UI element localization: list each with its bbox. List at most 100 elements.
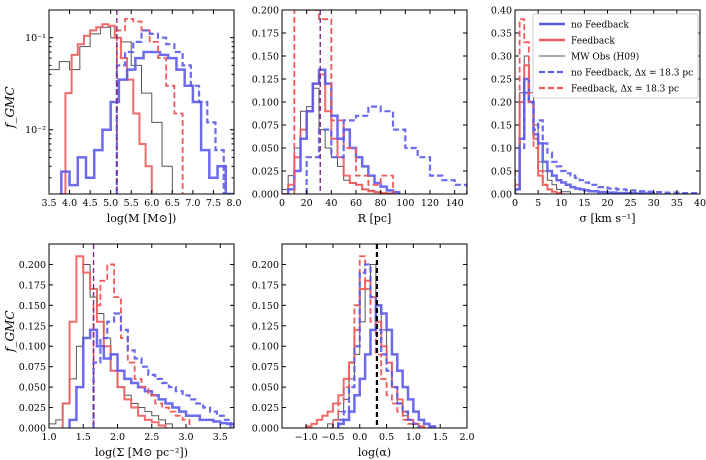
axes-frame: [281, 9, 468, 195]
x-tick-label: 1.5: [76, 432, 91, 443]
panel-virial: −1.0 −0.5 0.0 0.5 1.0 1.5 2.0 0.000 0.025 0.050 0.…: [252, 243, 475, 459]
x-tick-label: 40: [325, 198, 337, 209]
plot-area: [49, 244, 234, 428]
y-tick-label: 0.125: [252, 75, 279, 86]
y-tick-label: 0.00: [491, 190, 512, 201]
panel-mass: 3.5 4.0 4.5 5.0 5.5 6.0 6.5 7.0 7.5 8.0 10⁻² 10⁻¹ lo…: [25, 9, 242, 225]
legend-box: [532, 13, 699, 99]
y-tick-label: 0.05: [491, 167, 512, 178]
x-tick-label: 4.0: [62, 198, 77, 209]
x-axis-label: log(α): [358, 446, 391, 459]
x-tick-label: 1.0: [41, 432, 56, 443]
x-tick-label: 30: [648, 198, 660, 209]
x-tick-label: 35: [671, 198, 683, 209]
x-tick-label: 5.0: [103, 198, 118, 209]
y-tick-label: 0.050: [19, 383, 46, 394]
x-tick-label: 5.5: [124, 198, 139, 209]
y-tick-label: 0.125: [19, 321, 46, 332]
y-tick-label: 0.025: [19, 403, 46, 414]
series-feedback: [305, 279, 426, 428]
panels: 3.5 4.0 4.5 5.0 5.5 6.0 6.5 7.0 7.5 8.0 10⁻² 10⁻¹ lo…: [19, 6, 706, 460]
legend-label: no Feedback: [571, 21, 629, 31]
x-tick-label: 3.0: [178, 432, 193, 443]
y-tick-label: 0.075: [252, 362, 279, 373]
plot-area: [515, 18, 700, 194]
y-tick-label: 0.150: [19, 301, 46, 312]
x-tick-label: 7.5: [206, 198, 221, 209]
x-tick-label: 2.0: [110, 432, 125, 443]
axes-frame: [281, 243, 468, 429]
panel-radius: 0 20 40 60 80 100 120 140 0.000 0.025 0.050 0.075 0.…: [252, 6, 468, 225]
x-axis-label: log(Σ [M⊙ pc⁻²]): [95, 446, 188, 459]
x-tick-label: 1.0: [406, 432, 421, 443]
legend-label: MW Obs (H09): [571, 52, 639, 63]
x-tick-label: 5: [535, 198, 541, 209]
y-tick-label: 0.15: [491, 121, 512, 132]
y-tick-label: 0.200: [19, 260, 46, 271]
x-tick-label: 20: [601, 198, 613, 209]
x-axis-label: R [pc]: [358, 212, 392, 225]
x-tick-label: −0.5: [321, 432, 344, 443]
x-axis-label: σ [km s⁻¹]: [579, 212, 635, 225]
x-tick-label: 2.0: [459, 432, 474, 443]
y-tick-label: 0.10: [491, 144, 512, 155]
y-tick-label: 0.125: [252, 321, 279, 332]
panel-surface-density: 1.0 1.5 2.0 2.5 3.0 3.5 0.000 0.025 0.050 0.075 0.…: [19, 243, 235, 459]
series-no-feedback-x-18-3-pc: [515, 91, 700, 194]
axes-frame: [48, 243, 235, 429]
x-tick-label: 20: [301, 198, 313, 209]
x-tick-label: 3.5: [41, 198, 56, 209]
y-tick-label: 0.025: [252, 167, 279, 178]
plot-area: [305, 244, 437, 428]
plot-area: [282, 10, 467, 194]
series-no-feedback: [60, 50, 234, 194]
series-mw-obs-h09-: [49, 26, 173, 194]
y-tick-label: 0.30: [491, 52, 512, 63]
series-no-feedback-x-18-3-pc: [337, 263, 420, 428]
y-tick-label: 0.25: [491, 75, 512, 86]
series-feedback-x-18-3-pc: [92, 263, 191, 428]
y-tick-label: 0.100: [252, 98, 279, 109]
y-tick-label: 0.200: [252, 6, 279, 17]
y-tick-label: 0.100: [19, 342, 46, 353]
y-tick-label: 10⁻¹: [25, 33, 46, 44]
series-no-feedback-x-18-3-pc: [305, 105, 467, 194]
legend: no Feedback Feedback MW Obs (H09) no Feedba…: [532, 13, 699, 99]
x-tick-label: −1.0: [295, 432, 318, 443]
x-tick-label: 10: [555, 198, 567, 209]
series-feedback-x-18-3-pc: [115, 18, 184, 194]
y-tick-label: 0.075: [19, 362, 46, 373]
plot-area: [49, 10, 234, 194]
x-tick-label: 80: [375, 198, 387, 209]
x-tick-label: 8.0: [226, 198, 241, 209]
y-tick-label: 0.175: [19, 280, 46, 291]
y-axis-label-bottom: f_GMC: [3, 311, 17, 354]
y-tick-label: 0.000: [252, 424, 279, 435]
y-tick-label: 0.40: [491, 6, 512, 17]
y-tick-label: 0.075: [252, 121, 279, 132]
x-tick-label: 100: [396, 198, 414, 209]
series-feedback: [61, 255, 167, 428]
y-tick-label: 0.175: [252, 280, 279, 291]
x-tick-label: 0.0: [352, 432, 367, 443]
x-tick-label: 120: [421, 198, 439, 209]
series-feedback: [59, 23, 153, 194]
x-tick-label: 1.5: [433, 432, 448, 443]
x-tick-label: 0.5: [379, 432, 394, 443]
y-tick-label: 0.150: [252, 52, 279, 63]
series-feedback-x-18-3-pc: [515, 18, 553, 194]
series-no-feedback-x-18-3-pc: [115, 29, 225, 194]
x-tick-label: 4.5: [83, 198, 98, 209]
y-tick-label: 0.050: [252, 383, 279, 394]
x-tick-label: 6.0: [144, 198, 159, 209]
y-tick-label: 0.20: [491, 98, 512, 109]
y-tick-label: 0.35: [491, 29, 512, 40]
legend-label: no Feedback, Δx = 18.3 pc: [571, 69, 693, 79]
x-tick-label: 25: [625, 198, 637, 209]
y-tick-label: 10⁻²: [25, 125, 46, 136]
x-tick-label: 0: [512, 198, 518, 209]
y-tick-label: 0.200: [252, 260, 279, 271]
x-tick-label: 140: [446, 198, 464, 209]
x-tick-label: 2.5: [144, 432, 159, 443]
